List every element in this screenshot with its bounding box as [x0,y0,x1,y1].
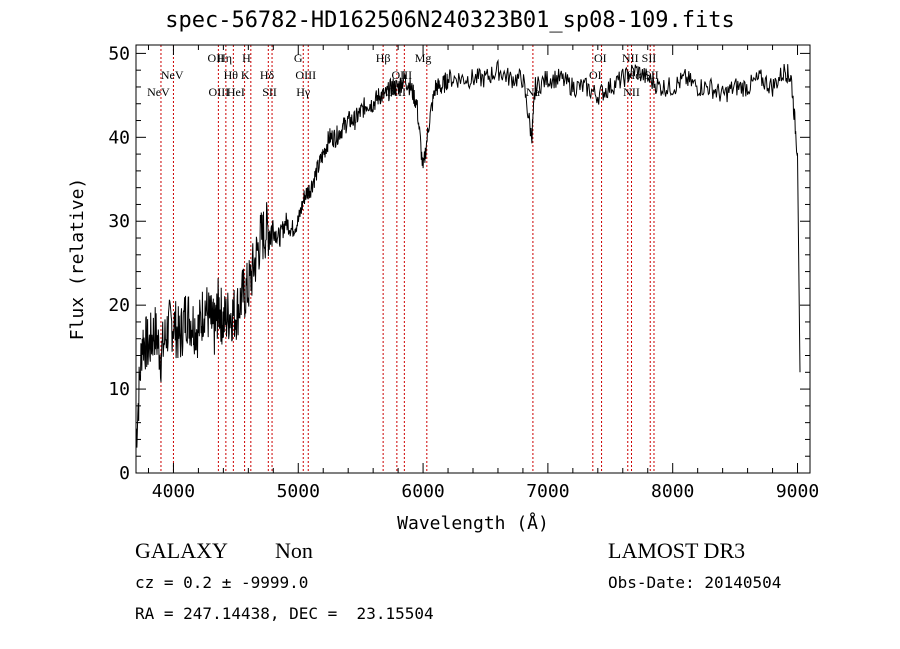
survey-label: LAMOST DR3 [608,538,746,563]
observation-date: Obs-Date: 20140504 [608,573,782,592]
y-tick-label: 10 [108,379,130,400]
object-subclass: Non [275,538,313,563]
y-tick-label: 50 [108,43,130,64]
line-label: OIII [295,68,316,82]
line-label: H [242,51,251,65]
y-axis-ticks: 0 10 20 30 40 50 [108,43,810,484]
object-class: GALAXY [135,538,228,563]
y-tick-label: 20 [108,295,130,316]
line-label: Hγ [296,85,311,99]
line-label: Hη [217,51,232,65]
x-axis-ticks: 4000 5000 6000 7000 8000 9000 [147,45,819,502]
x-tick-label: 4000 [152,481,195,502]
line-label: NeV [147,85,170,99]
line-label: NeV [161,68,184,82]
line-label: HeI [227,85,245,99]
line-label: NII [623,85,640,99]
redshift-text: cz = 0.2 ± -9999.0 [135,573,309,592]
y-tick-label: 0 [119,463,130,484]
line-label: Na [526,85,541,99]
spectrum-line [135,58,801,448]
plot-frame [135,44,811,474]
line-label: SII [642,51,657,65]
coordinates-text: RA = 247.14438, DEC = 23.15504 [135,604,434,623]
y-axis-label: Flux (relative) [67,178,88,341]
x-tick-label: 5000 [277,481,320,502]
line-label: Hδ [260,68,275,82]
line-label: OI [594,51,607,65]
y-tick-label: 30 [108,211,130,232]
line-label: NII [622,51,639,65]
line-label: Mg [415,51,432,65]
x-axis-label: Wavelength (Å) [397,512,549,534]
line-label: OIII [392,68,413,82]
x-tick-label: 9000 [776,481,819,502]
line-label: Hβ [376,51,391,65]
spectrum-series [135,58,801,448]
line-label: OIII [209,85,230,99]
x-tick-label: 7000 [526,481,569,502]
x-tick-label: 8000 [651,481,694,502]
line-label: G [294,51,303,65]
line-label: Hθ [224,68,239,82]
x-tick-label: 6000 [401,481,444,502]
y-tick-label: 40 [108,127,130,148]
chart-title: spec-56782-HD162506N240323B01_sp08-109.f… [165,8,735,33]
line-label: SII [262,85,277,99]
line-label: OII [208,51,225,65]
line-label: OI [589,68,602,82]
emission-line-markers [160,45,655,473]
line-label: K [241,68,250,82]
